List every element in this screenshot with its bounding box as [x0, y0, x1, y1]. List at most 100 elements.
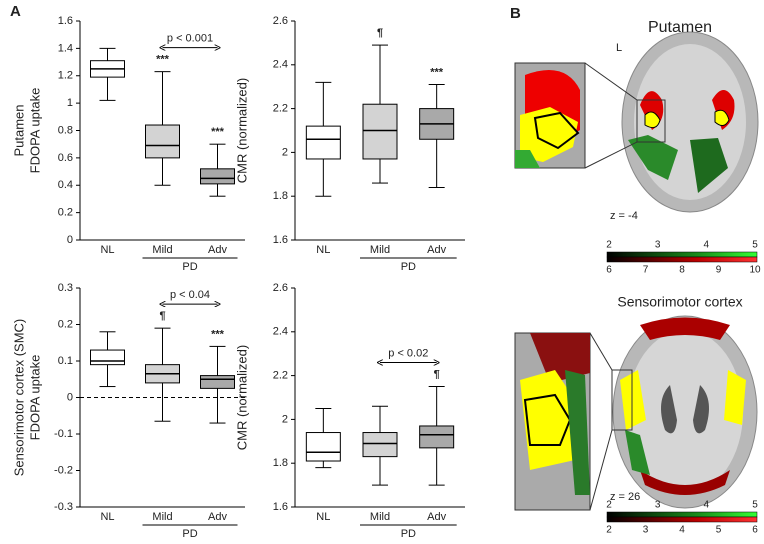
significance-mark: ¶ [377, 27, 383, 39]
y-tick-label: 1.6 [273, 501, 288, 513]
box [200, 375, 235, 389]
y-tick-label: 1.4 [58, 42, 73, 54]
colorbar-tick-label: 3 [643, 525, 649, 536]
colorbar-tick-label: 3 [655, 240, 661, 251]
colorbar-tick-label: 8 [679, 265, 685, 276]
colorbar-tick-label: 7 [643, 265, 649, 276]
y-tick-label: 2.4 [273, 59, 288, 71]
box [419, 425, 455, 449]
y-tick-label: -0.2 [54, 464, 73, 476]
significance-mark: *** [211, 126, 225, 138]
y-tick-label: 0.4 [58, 179, 73, 191]
brain-image-top [514, 31, 759, 213]
significance-mark: *** [211, 328, 225, 340]
significance-mark: ¶ [159, 310, 165, 322]
y-tick-label: 2.4 [273, 326, 288, 338]
group-label: PD [401, 528, 416, 540]
colorbar [606, 256, 758, 263]
y-tick-label: 0.6 [58, 152, 73, 164]
x-tick-label: Adv [208, 511, 227, 523]
x-tick-label: Adv [208, 244, 227, 256]
y-axis-label: Sensorimotor cortex (SMC) [11, 319, 26, 476]
colorbar-tick-label: 10 [749, 265, 761, 276]
colorbar-tick-label: 4 [704, 500, 710, 511]
colorbar-tick-label: 5 [752, 240, 758, 251]
group-label: PD [401, 261, 416, 273]
y-axis-label: CMR (normalized) [234, 345, 249, 450]
x-tick-label: Mild [370, 244, 390, 256]
colorbar-tick-label: 5 [752, 500, 758, 511]
group-label: PD [182, 261, 197, 273]
y-tick-label: 1.2 [58, 70, 73, 82]
comparison-label: p < 0.02 [388, 347, 428, 359]
y-tick-label: 0.8 [58, 124, 73, 136]
x-tick-label: Mild [152, 511, 172, 523]
y-tick-label: -0.1 [54, 428, 73, 440]
box [90, 349, 125, 366]
y-tick-label: 2 [282, 413, 288, 425]
box [362, 432, 398, 458]
colorbar-tick-label: 6 [606, 265, 612, 276]
y-tick-label: 1.6 [58, 15, 73, 27]
y-axis-label: CMR (normalized) [234, 78, 249, 183]
y-tick-label: 0 [67, 391, 73, 403]
x-tick-label: NL [100, 244, 114, 256]
significance-mark: *** [430, 66, 444, 78]
comparison-label: p < 0.001 [167, 33, 213, 45]
y-tick-label: 1 [67, 97, 73, 109]
box [145, 124, 180, 159]
y-tick-label: 0 [67, 234, 73, 246]
x-tick-label: Adv [427, 511, 446, 523]
box [200, 168, 235, 185]
box [305, 432, 341, 462]
x-tick-label: NL [316, 244, 330, 256]
brain-title: Sensorimotor cortex [617, 294, 742, 310]
colorbar-tick-label: 6 [752, 525, 758, 536]
group-label: PD [182, 528, 197, 540]
y-axis-label: Putamen [11, 104, 26, 156]
colorbar [606, 511, 758, 518]
side-label: L [616, 42, 622, 54]
y-tick-label: 1.6 [273, 234, 288, 246]
box [305, 125, 341, 160]
y-axis-label: FDOPA uptake [27, 88, 42, 174]
comparison-label: p < 0.04 [170, 289, 210, 301]
y-tick-label: 2 [282, 146, 288, 158]
colorbar-tick-label: 2 [606, 240, 612, 251]
x-tick-label: Mild [152, 244, 172, 256]
y-tick-label: 2.2 [273, 103, 288, 115]
panel-label: B [510, 5, 521, 22]
colorbar-tick-label: 4 [679, 525, 685, 536]
x-tick-label: Mild [370, 511, 390, 523]
y-tick-label: 0.2 [58, 207, 73, 219]
colorbar-tick-label: 3 [655, 500, 661, 511]
y-tick-label: -0.3 [54, 501, 73, 513]
significance-mark: *** [156, 54, 170, 66]
colorbar-tick-label: 2 [606, 500, 612, 511]
y-tick-label: 0.1 [58, 355, 73, 367]
slice-label: z = -4 [610, 210, 638, 222]
y-tick-label: 0.3 [58, 282, 73, 294]
colorbar [606, 516, 758, 523]
y-tick-label: 2.2 [273, 370, 288, 382]
x-tick-label: NL [100, 511, 114, 523]
brain-image-bottom [514, 315, 758, 511]
y-tick-label: 2.6 [273, 282, 288, 294]
colorbar-tick-label: 4 [704, 240, 710, 251]
panel-label: A [10, 3, 21, 20]
y-tick-label: 1.8 [273, 190, 288, 202]
y-tick-label: 1.8 [273, 457, 288, 469]
x-tick-label: Adv [427, 244, 446, 256]
colorbar-tick-label: 9 [716, 265, 722, 276]
y-tick-label: 0.2 [58, 318, 73, 330]
colorbar-tick-label: 5 [716, 525, 722, 536]
colorbar [606, 251, 758, 258]
significance-mark: ¶ [434, 368, 440, 380]
slice-label: z = 26 [610, 491, 640, 503]
y-axis-label: FDOPA uptake [27, 355, 42, 441]
y-tick-label: 2.6 [273, 15, 288, 27]
box [362, 103, 398, 160]
brain-title: Putamen [648, 19, 712, 36]
x-tick-label: NL [316, 511, 330, 523]
